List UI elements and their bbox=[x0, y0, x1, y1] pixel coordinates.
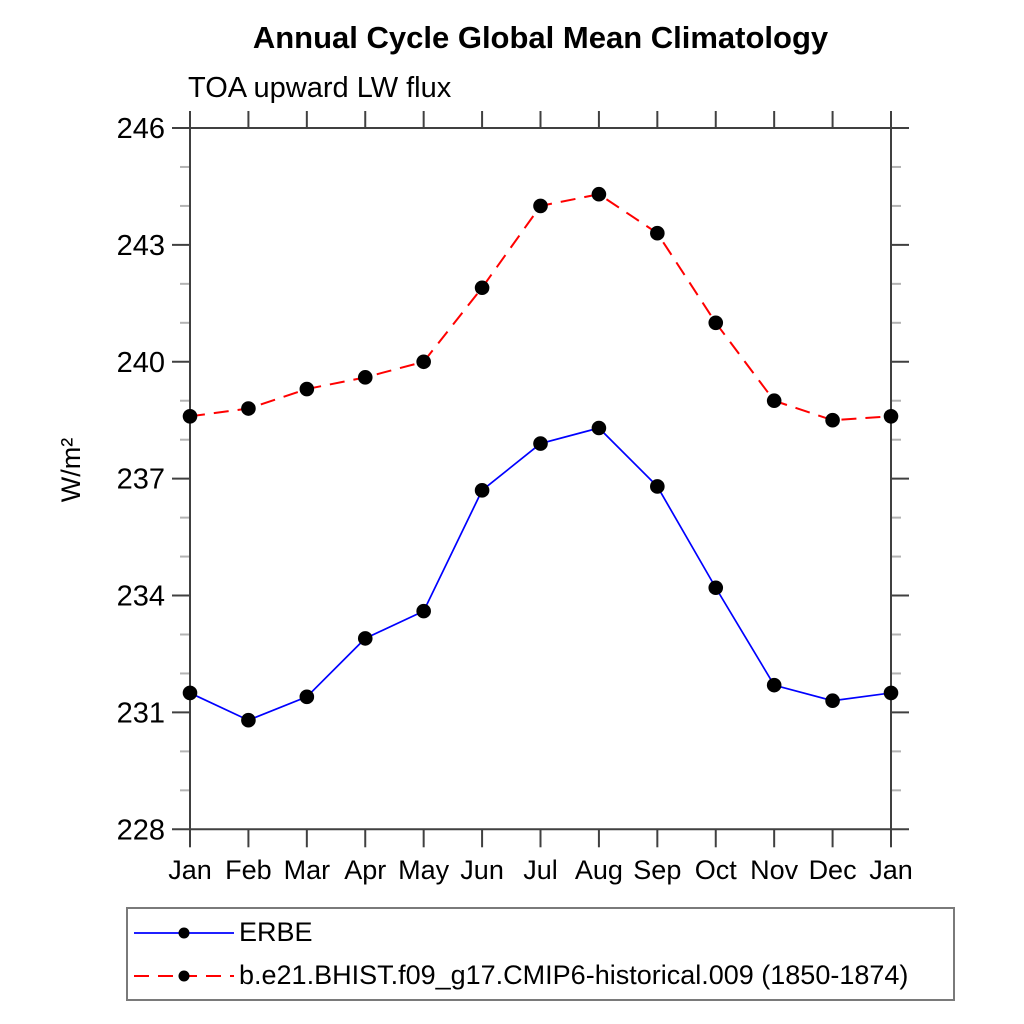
x-tick-label: Jan bbox=[168, 855, 212, 885]
data-point-marker bbox=[650, 479, 665, 494]
x-tick-label: Dec bbox=[809, 855, 857, 885]
data-point-marker bbox=[474, 280, 490, 296]
series-line-erbe bbox=[189, 427, 892, 722]
data-point-marker bbox=[241, 712, 256, 728]
data-point-marker bbox=[299, 689, 315, 705]
data-point-marker bbox=[299, 381, 315, 397]
data-point-marker bbox=[533, 436, 548, 451]
data-point-marker bbox=[883, 409, 899, 424]
data-point-marker bbox=[766, 393, 782, 409]
data-point-marker bbox=[650, 225, 665, 241]
data-point-marker bbox=[883, 685, 899, 701]
data-point-marker bbox=[825, 693, 840, 709]
data-point-marker bbox=[766, 677, 782, 693]
data-point-marker bbox=[474, 483, 490, 498]
x-tick-label: Aug bbox=[575, 855, 623, 885]
data-point-marker bbox=[241, 401, 256, 416]
data-point-marker bbox=[591, 186, 607, 202]
y-tick-label: 243 bbox=[117, 230, 165, 262]
legend-marker-icon bbox=[178, 927, 190, 938]
series-line-model bbox=[189, 193, 892, 422]
x-tick-label: Oct bbox=[695, 855, 738, 885]
y-axis-label: W/m² bbox=[56, 438, 86, 502]
y-tick-label: 237 bbox=[117, 464, 165, 496]
x-tick-label: Sep bbox=[633, 855, 681, 885]
legend-line-sample bbox=[134, 927, 234, 938]
data-point-marker bbox=[416, 603, 431, 619]
data-point-marker bbox=[825, 412, 840, 428]
legend-marker-icon bbox=[178, 970, 190, 981]
legend-line-sample bbox=[134, 970, 234, 981]
data-point-marker bbox=[533, 198, 548, 214]
y-tick-label: 231 bbox=[117, 697, 165, 729]
x-tick-label: Jun bbox=[460, 855, 504, 885]
x-tick-label: Jul bbox=[523, 855, 558, 885]
legend-label: b.e21.BHIST.f09_g17.CMIP6-historical.009… bbox=[239, 960, 909, 990]
legend: ERBE b.e21.BHIST.f09_g17.CMIP6-historical… bbox=[126, 907, 955, 1001]
chart-title: Annual Cycle Global Mean Climatology bbox=[252, 20, 829, 55]
data-point-marker bbox=[182, 685, 198, 701]
data-point-marker bbox=[357, 631, 373, 646]
legend-item: b.e21.BHIST.f09_g17.CMIP6-historical.009… bbox=[134, 957, 953, 995]
data-point-marker bbox=[591, 420, 607, 436]
y-tick-label: 246 bbox=[117, 113, 165, 145]
x-tick-label: Nov bbox=[750, 855, 799, 885]
data-point-marker bbox=[416, 354, 431, 370]
y-tick-label: 234 bbox=[117, 581, 165, 613]
chart-subtitle: TOA upward LW flux bbox=[188, 72, 452, 104]
x-tick-label: May bbox=[398, 855, 450, 885]
x-tick-label: Feb bbox=[225, 855, 272, 885]
y-tick-label: 228 bbox=[117, 814, 165, 846]
y-tick-label: 240 bbox=[117, 347, 165, 379]
data-point-marker bbox=[357, 370, 373, 385]
x-tick-label: Jan bbox=[869, 855, 913, 885]
legend-label: ERBE bbox=[239, 917, 313, 947]
x-tick-label: Apr bbox=[344, 855, 386, 885]
x-tick-label: Mar bbox=[284, 855, 331, 885]
data-point-marker bbox=[182, 409, 198, 424]
legend-item: ERBE bbox=[134, 914, 953, 952]
data-point-marker bbox=[708, 580, 724, 596]
data-point-marker bbox=[708, 315, 724, 331]
